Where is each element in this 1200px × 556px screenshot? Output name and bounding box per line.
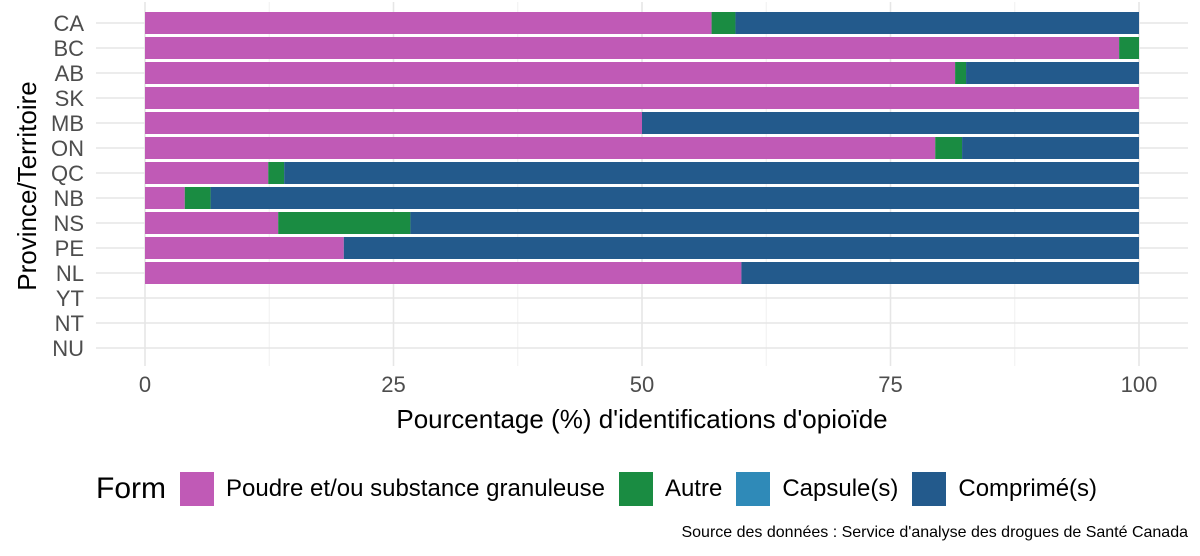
bar-segment (268, 162, 285, 184)
bar-segment (1119, 37, 1139, 59)
y-tick-label: NT (55, 311, 84, 336)
y-tick-label: BC (53, 36, 84, 61)
bars (145, 12, 1139, 284)
bar-segment (410, 212, 1139, 234)
bar-segment (145, 162, 269, 184)
y-tick-label: CA (53, 11, 84, 36)
legend-label-comprimes: Comprimé(s) (958, 475, 1098, 502)
bar-segment (145, 37, 1120, 59)
x-tick-label: 0 (139, 372, 151, 397)
legend-key-autre (618, 472, 653, 506)
legend-label-autre: Autre (664, 475, 723, 502)
bar-segment (145, 237, 344, 259)
legend-item-poudre: Poudre et/ou substance granuleuse (180, 472, 605, 506)
bar-segment (145, 87, 1139, 109)
y-tick-label: SK (55, 86, 85, 111)
x-tick-label: 50 (630, 372, 654, 397)
y-tick-label: YT (56, 286, 84, 311)
bar-segment (642, 112, 1139, 134)
x-axis-title: Pourcentage (%) d'identifications d'opio… (396, 404, 887, 434)
legend-label-capsules: Capsule(s) (782, 475, 899, 502)
bar-segment (284, 162, 1139, 184)
bar-segment (741, 262, 1139, 284)
legend-item-comprimes: Comprimé(s) (912, 472, 1097, 506)
y-tick-label: ON (51, 136, 84, 161)
x-tick-labels: 0 25 50 75 100 (139, 372, 1157, 397)
legend-title: Form (96, 472, 166, 505)
bar-segment (962, 137, 1139, 159)
bar-segment (145, 137, 936, 159)
y-tick-label: NS (53, 211, 84, 236)
bar-segment (145, 187, 185, 209)
bar-segment (711, 12, 736, 34)
bar-segment (955, 62, 967, 84)
bar-segment (278, 212, 411, 234)
x-tick-label: 25 (381, 372, 405, 397)
legend-key-capsules (736, 472, 771, 506)
legend-item-capsules: Capsule(s) (736, 472, 898, 506)
x-tick-label: 100 (1121, 372, 1158, 397)
legend-key-comprimes (912, 472, 947, 506)
bar-segment (184, 187, 211, 209)
bar-segment (210, 187, 1139, 209)
legend: Form Poudre et/ou substance granuleuse A… (96, 466, 1111, 512)
y-tick-label: NB (53, 186, 84, 211)
bar-segment (145, 262, 742, 284)
bar-segment (145, 12, 712, 34)
bar-segment (966, 62, 1139, 84)
bar-segment (145, 212, 279, 234)
x-tick-label: 75 (878, 372, 902, 397)
y-tick-label: AB (55, 61, 84, 86)
data-source-note: Source des données : Service d'analyse d… (681, 524, 1188, 541)
bar-segment (935, 137, 963, 159)
y-tick-label: MB (51, 111, 84, 136)
y-tick-label: QC (51, 161, 84, 186)
legend-item-autre: Autre (618, 472, 723, 506)
legend-key-poudre (180, 472, 214, 506)
bar-segment (145, 112, 642, 134)
bar-segment (735, 12, 1139, 34)
y-axis-title: Province/Territoire (12, 81, 42, 291)
y-tick-label: NU (52, 336, 84, 361)
y-tick-label: PE (55, 236, 84, 261)
y-tick-label: NL (56, 261, 84, 286)
bar-segment (343, 237, 1139, 259)
legend-label-poudre: Poudre et/ou substance granuleuse (226, 475, 605, 502)
bar-segment (145, 62, 956, 84)
